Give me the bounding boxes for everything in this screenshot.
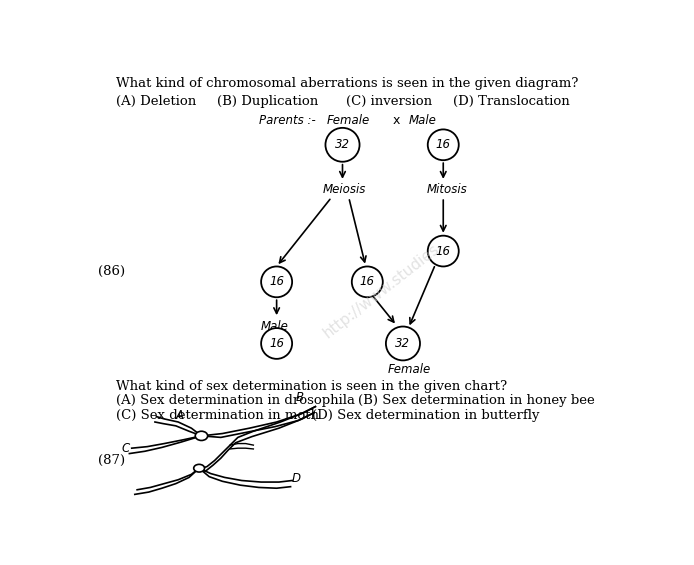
Ellipse shape [195,431,208,441]
Circle shape [352,267,383,297]
Text: A: A [176,409,184,422]
Text: 16: 16 [269,337,284,350]
Text: http://www.studies: http://www.studies [321,241,442,341]
Text: 16: 16 [269,275,284,288]
Text: 16: 16 [436,138,450,151]
Circle shape [261,328,292,359]
Text: (D) Sex determination in butterfly: (D) Sex determination in butterfly [312,409,539,422]
Text: (D) Translocation: (D) Translocation [452,95,569,108]
Text: Female: Female [387,363,431,376]
Text: (A) Deletion: (A) Deletion [116,95,196,108]
Text: What kind of sex determination is seen in the given chart?: What kind of sex determination is seen i… [116,380,507,393]
Circle shape [428,236,459,267]
Text: (C) inversion: (C) inversion [346,95,432,108]
Text: C: C [121,442,130,455]
Circle shape [386,327,420,360]
Text: (B) Sex determination in honey bee: (B) Sex determination in honey bee [358,394,595,407]
Text: Male: Male [408,114,437,127]
Circle shape [428,129,459,160]
Text: 16: 16 [359,275,375,288]
Text: 32: 32 [335,138,350,151]
Text: What kind of chromosomal aberrations is seen in the given diagram?: What kind of chromosomal aberrations is … [116,77,579,90]
Text: D: D [292,472,301,485]
Text: (B) Duplication: (B) Duplication [217,95,319,108]
Text: Female: Female [327,114,371,127]
Text: (C) Sex determination in moth: (C) Sex determination in moth [116,409,319,422]
Text: Male: Male [261,320,289,333]
Text: Parents :-: Parents :- [259,114,316,127]
Text: 16: 16 [436,245,450,258]
Text: (87): (87) [99,454,126,467]
Ellipse shape [194,464,205,472]
Circle shape [325,128,359,162]
Text: 32: 32 [396,337,410,350]
Circle shape [261,267,292,297]
Text: B: B [296,390,304,403]
Text: x: x [393,114,400,127]
Text: Meiosis: Meiosis [323,183,366,196]
Text: (A) Sex determination in drosophila: (A) Sex determination in drosophila [116,394,355,407]
Text: (86): (86) [99,266,126,279]
Text: Mitosis: Mitosis [426,183,467,196]
